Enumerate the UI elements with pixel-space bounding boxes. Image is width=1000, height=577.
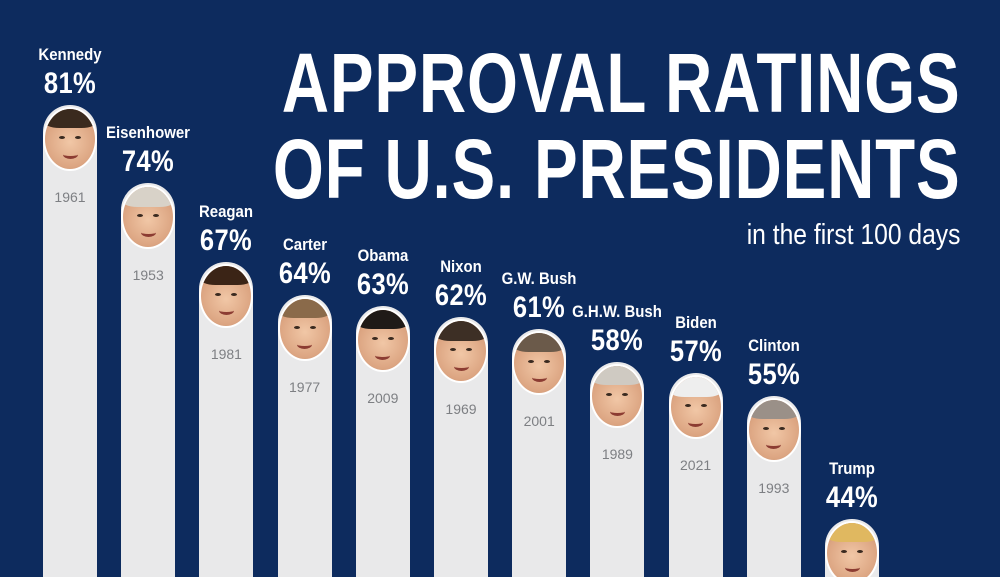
portrait-nixon-icon [434,319,488,384]
value-label-kennedy: 81% [43,67,97,101]
chart-subtitle: in the first 100 days [746,219,960,251]
name-label-biden: Biden [674,313,717,333]
bar-eisenhower [121,183,176,577]
name-label-carter: Carter [282,235,327,255]
name-label-nixon: Nixon [440,257,482,277]
year-label-eisenhower: 1953 [132,267,164,284]
value-label-g-w-bush: 61% [513,290,566,324]
name-label-clinton: Clinton [748,335,800,355]
year-label-g-h-w-bush: 1989 [601,446,633,463]
value-label-biden: 57% [669,335,722,369]
name-label-trump: Trump [829,458,875,478]
year-label-g-w-bush: 2001 [523,412,555,429]
portrait-eisenhower-icon [121,185,176,250]
year-label-nixon: 1969 [445,401,477,418]
portrait-kennedy-icon [43,107,97,172]
name-label-eisenhower: Eisenhower [106,123,191,143]
year-label-carter: 1977 [289,379,321,396]
value-label-g-h-w-bush: 58% [591,324,644,358]
year-label-reagan: 1981 [210,345,242,362]
portrait-reagan-icon [199,263,254,328]
year-label-biden: 2021 [680,457,712,474]
year-label-kennedy: 1961 [54,189,86,206]
name-label-g-w-bush: G.W. Bush [501,268,577,288]
name-label-g-h-w-bush: G.H.W. Bush [572,302,663,322]
value-label-obama: 63% [356,268,409,302]
title-block: APPROVAL RATINGS OF U.S. PRESIDENTS in t… [79,40,960,252]
name-label-obama: Obama [357,246,409,266]
value-label-reagan: 67% [200,223,253,257]
year-label-obama: 2009 [367,390,399,407]
portrait-g-h-w-bush-icon [590,364,645,429]
value-label-eisenhower: 74% [122,145,175,179]
name-label-reagan: Reagan [199,201,254,221]
value-label-trump: 44% [825,480,879,514]
value-label-clinton: 55% [747,357,800,391]
year-label-clinton: 1993 [758,479,790,496]
chart-title-line-2: OF U.S. PRESIDENTS [272,122,960,216]
value-label-nixon: 62% [434,279,488,313]
bar-kennedy [43,105,97,577]
portrait-g-w-bush-icon [512,330,567,395]
portrait-carter-icon [277,297,332,362]
portrait-biden-icon [668,375,723,440]
portrait-trump-icon [825,520,879,577]
portrait-obama-icon [355,308,410,373]
name-label-kennedy: Kennedy [38,45,102,65]
value-label-carter: 64% [278,257,331,291]
portrait-clinton-icon [746,397,801,462]
chart-title-line-1: APPROVAL RATINGS [281,36,960,130]
